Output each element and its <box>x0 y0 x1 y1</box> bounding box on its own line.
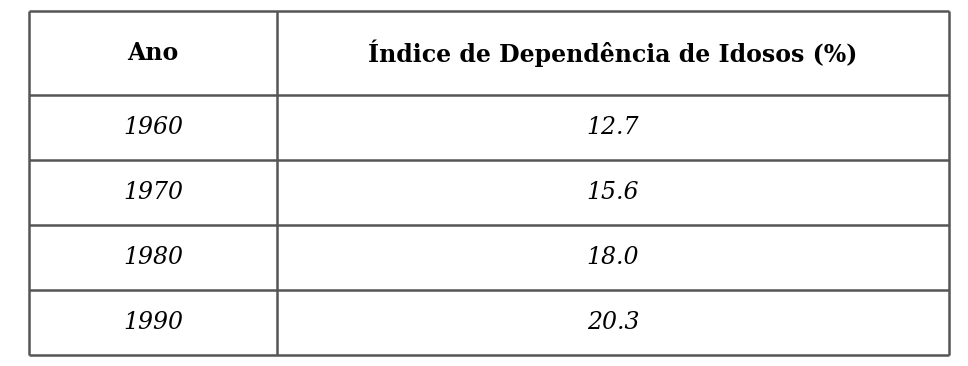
Text: 1980: 1980 <box>123 246 183 269</box>
Text: 1960: 1960 <box>123 116 183 139</box>
Text: 15.6: 15.6 <box>587 181 639 204</box>
Text: 18.0: 18.0 <box>587 246 639 269</box>
Text: 1970: 1970 <box>123 181 183 204</box>
Text: 12.7: 12.7 <box>587 116 639 139</box>
Text: Índice de Dependência de Idosos (%): Índice de Dependência de Idosos (%) <box>368 40 858 67</box>
Text: 20.3: 20.3 <box>587 311 639 334</box>
Text: Ano: Ano <box>128 41 179 65</box>
Text: 1990: 1990 <box>123 311 183 334</box>
